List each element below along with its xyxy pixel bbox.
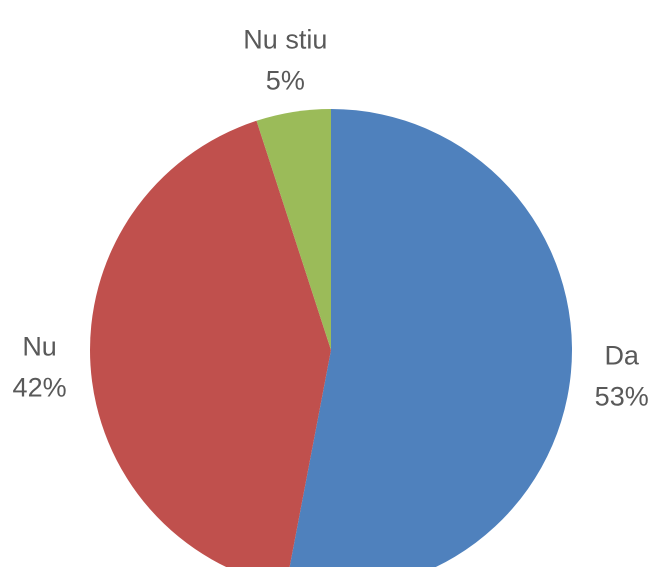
pie-slice [256, 109, 331, 350]
pie-slice [289, 109, 572, 567]
slice-label: Da [604, 341, 639, 371]
pie-slice [90, 120, 331, 567]
slice-label: Nu stiu [243, 25, 327, 55]
slice-value: 53% [595, 382, 649, 412]
slice-label: Nu [22, 331, 57, 361]
slice-value: 5% [266, 66, 305, 96]
slice-value: 42% [13, 372, 67, 402]
